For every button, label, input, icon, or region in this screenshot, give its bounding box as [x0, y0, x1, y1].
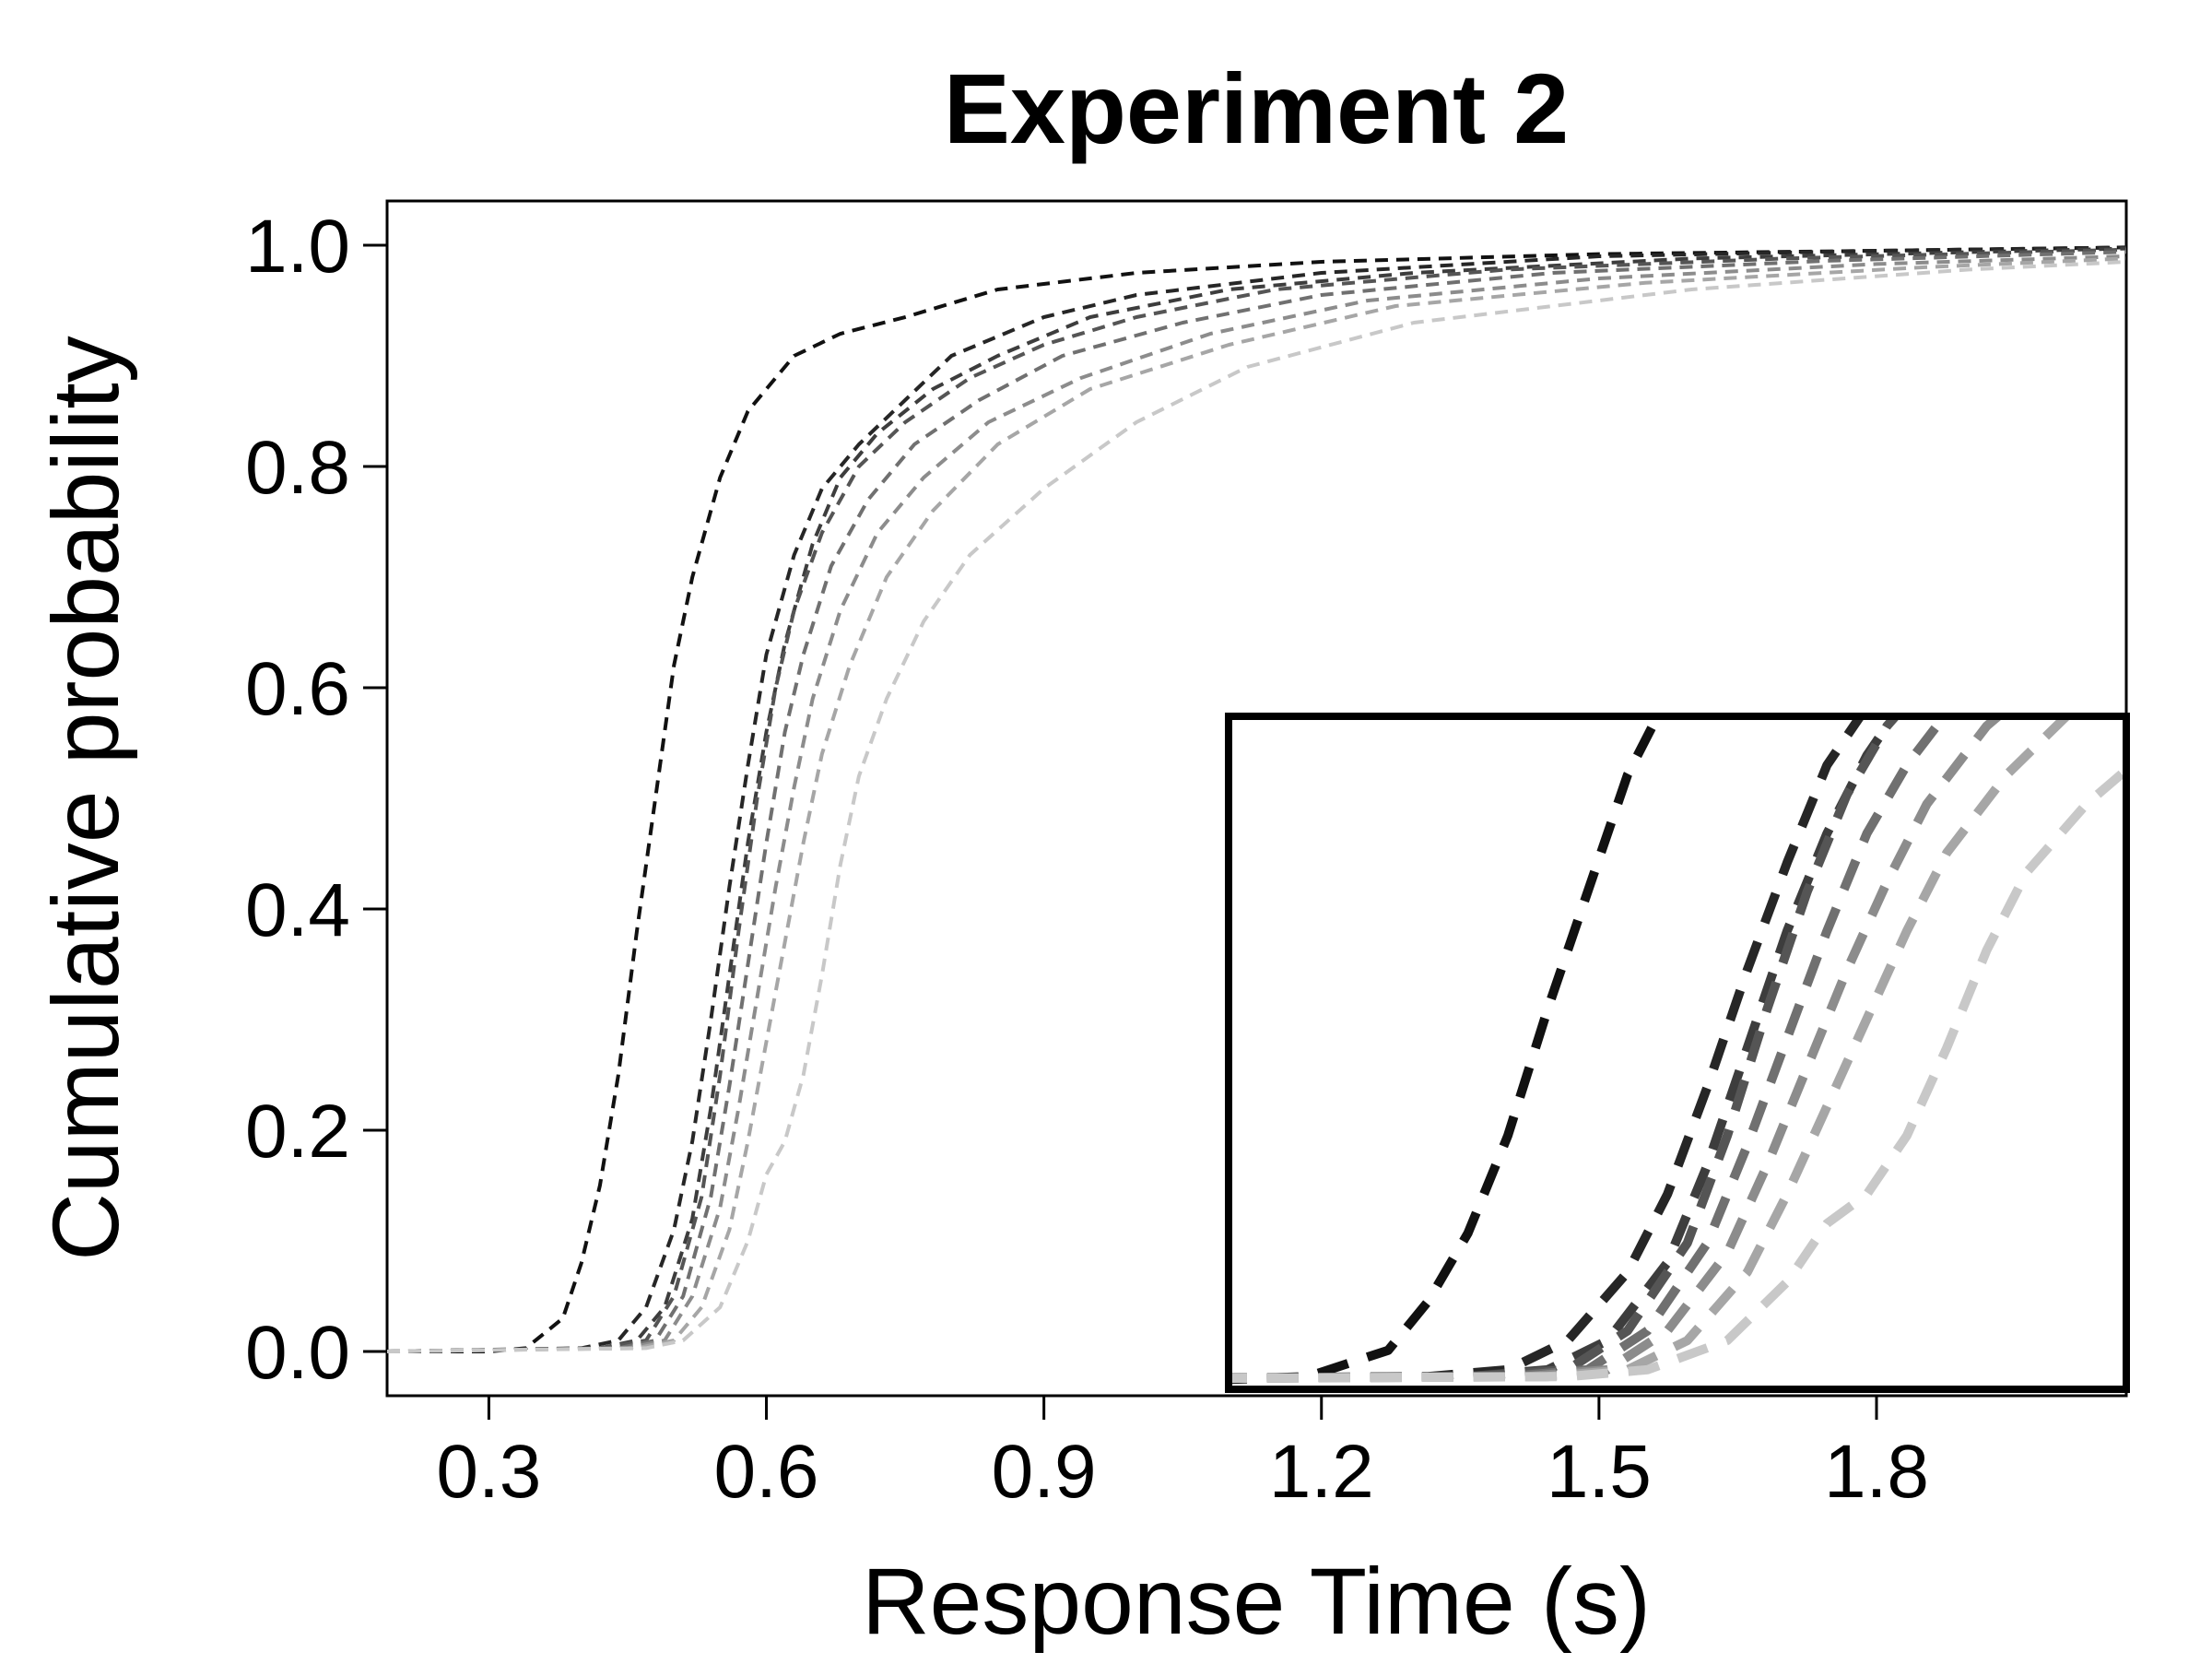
y-tick-label: 0.2	[245, 1090, 350, 1174]
inset-series-line-2	[1229, 716, 1866, 1383]
series-line-7	[387, 256, 2126, 1353]
y-tick-label: 0.8	[245, 426, 350, 510]
inset-series-line-3	[1229, 716, 1900, 1383]
y-axis-label: Cumulative probability	[33, 336, 138, 1260]
y-tick-label: 0.6	[245, 647, 350, 731]
y-tick-label: 0.4	[245, 868, 350, 952]
x-axis: 0.3 0.6 0.9 1.2 1.5 1.8	[436, 1396, 1929, 1514]
inset-series-line-1	[1229, 716, 1663, 1385]
series-line-5	[387, 250, 2126, 1353]
series-layer	[387, 245, 2126, 1353]
y-tick-label: 1.0	[245, 205, 350, 289]
series-line-4	[387, 247, 2126, 1353]
inset-series-layer	[1229, 716, 2126, 1385]
x-tick-label: 1.8	[1824, 1430, 1929, 1514]
x-tick-label: 1.5	[1547, 1430, 1652, 1514]
inset-series-line-6	[1229, 716, 2006, 1384]
x-axis-label: Response Time (s)	[862, 1549, 1651, 1654]
x-tick-label: 0.9	[992, 1430, 1097, 1514]
inset-series-line-8	[1229, 763, 2126, 1384]
x-tick-label: 1.2	[1269, 1430, 1374, 1514]
series-line-2	[387, 245, 2126, 1353]
series-line-1	[387, 245, 2126, 1353]
inset-frame	[1225, 713, 2130, 1393]
inset-background	[1229, 716, 2126, 1389]
y-axis: 0.0 0.2 0.4 0.6 0.8 1.0	[245, 205, 387, 1395]
x-tick-label: 0.6	[714, 1430, 819, 1514]
series-line-6	[387, 254, 2126, 1353]
y-tick-label: 0.0	[245, 1311, 350, 1395]
x-tick-label: 0.3	[436, 1430, 541, 1514]
chart-title: Experiment 2	[944, 53, 1569, 164]
inset-series-line-7	[1229, 716, 2074, 1384]
series-line-8	[387, 260, 2126, 1353]
inset-series-line-4	[1229, 716, 1902, 1383]
